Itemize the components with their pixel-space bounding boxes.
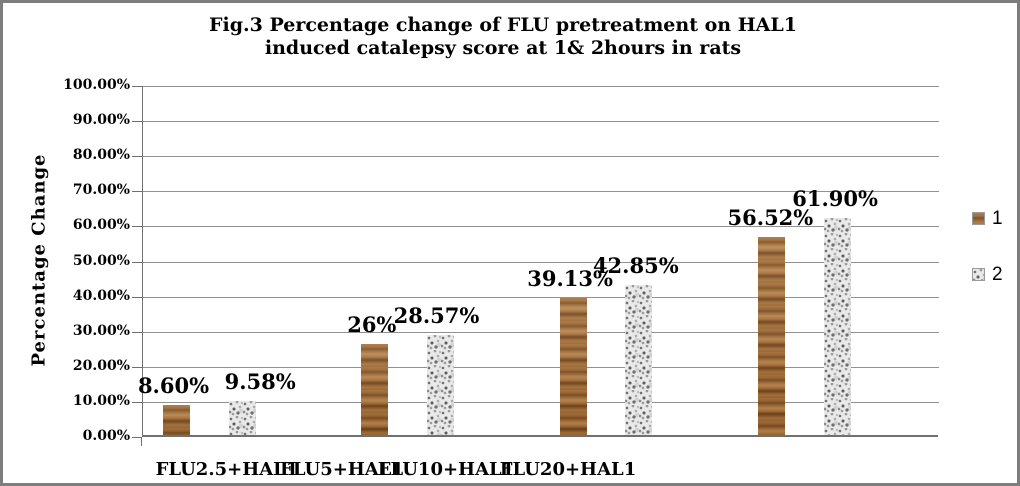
y-axis-tick bbox=[132, 226, 142, 228]
y-tick-label: 60.00% bbox=[72, 217, 130, 234]
data-label: 8.60% bbox=[137, 372, 210, 398]
chart-title-line1: Fig.3 Percentage change of FLU pretreatm… bbox=[209, 14, 797, 36]
y-axis-tick bbox=[132, 331, 142, 333]
bar-series1-FLU5+HAL1 bbox=[361, 343, 389, 435]
legend-item-1: 1 bbox=[972, 209, 1003, 228]
x-category-label: FLU10+HAL1 bbox=[377, 459, 515, 480]
y-tick-label: 100.00% bbox=[63, 77, 130, 93]
gridline bbox=[143, 226, 939, 228]
x-category-label: FLU5+HAL1 bbox=[280, 459, 404, 480]
bar-series1-FLU20+HAL1 bbox=[757, 236, 785, 435]
gridline bbox=[143, 366, 939, 368]
bar-series2-FLU5+HAL1 bbox=[427, 334, 454, 435]
data-label: 9.58% bbox=[224, 369, 296, 395]
y-tick-label: 40.00% bbox=[72, 287, 130, 304]
x-category-label: FLU20+HAL1 bbox=[499, 459, 637, 480]
gridline bbox=[143, 156, 939, 158]
bar-series2-FLU2.5+HAL1 bbox=[228, 401, 256, 435]
y-axis-tick bbox=[132, 366, 142, 368]
y-tick-label: 20.00% bbox=[72, 357, 130, 374]
gridline bbox=[143, 261, 939, 263]
data-label: 39.13% bbox=[527, 265, 613, 291]
y-tick-label: 50.00% bbox=[72, 252, 130, 269]
gridline bbox=[143, 121, 939, 123]
gridline bbox=[143, 331, 939, 333]
legend-item-2: 2 bbox=[972, 265, 1003, 284]
y-tick-label: 80.00% bbox=[72, 147, 130, 164]
y-axis-tick bbox=[132, 191, 142, 193]
y-tick-label: 30.00% bbox=[72, 322, 130, 339]
y-tick-label: 10.00% bbox=[72, 392, 130, 409]
y-axis-tick bbox=[132, 261, 142, 263]
gridline bbox=[143, 401, 939, 403]
data-label: 26% bbox=[347, 311, 397, 337]
chart-title: Fig.3 Percentage change of FLU pretreatm… bbox=[3, 14, 1003, 60]
legend-label: 1 bbox=[992, 208, 1003, 229]
legend-label: 2 bbox=[992, 264, 1003, 285]
y-axis-tick bbox=[132, 156, 142, 158]
bar-series1-FLU10+HAL1 bbox=[559, 297, 587, 435]
bar-series2-FLU20+HAL1 bbox=[823, 217, 851, 435]
data-label: 28.57% bbox=[393, 302, 480, 328]
legend-swatch-wood bbox=[972, 212, 985, 225]
x-axis-origin-tick bbox=[141, 437, 142, 446]
chart-title-line2: induced catalepsy score at 1& 2hours in … bbox=[264, 37, 742, 59]
x-category-label: FLU2.5+HAL1 bbox=[155, 459, 299, 480]
data-label: 61.90% bbox=[792, 185, 878, 211]
legend-swatch-speckle bbox=[972, 268, 985, 281]
y-tick-label: 90.00% bbox=[72, 112, 130, 129]
y-axis-tick bbox=[132, 437, 142, 438]
bar-series2-FLU10+HAL1 bbox=[625, 284, 653, 435]
plot-area: 8.60% 26% 39.13% 56.52% 9.58% 28.57% 42.85% 61.… bbox=[138, 86, 939, 437]
gridline bbox=[143, 86, 939, 87]
gridline bbox=[143, 296, 939, 298]
gridline bbox=[143, 191, 939, 193]
y-tick-label: 0.00% bbox=[82, 428, 130, 444]
bar-series1-FLU2.5+HAL1 bbox=[163, 404, 190, 435]
data-label: 42.85% bbox=[592, 252, 679, 278]
y-axis-tick bbox=[132, 401, 142, 403]
y-axis-tick bbox=[132, 296, 142, 298]
y-axis-tick bbox=[132, 86, 142, 87]
y-tick-label: 70.00% bbox=[72, 182, 130, 199]
data-label: 56.52% bbox=[727, 204, 814, 230]
y-axis-tick bbox=[132, 121, 142, 123]
